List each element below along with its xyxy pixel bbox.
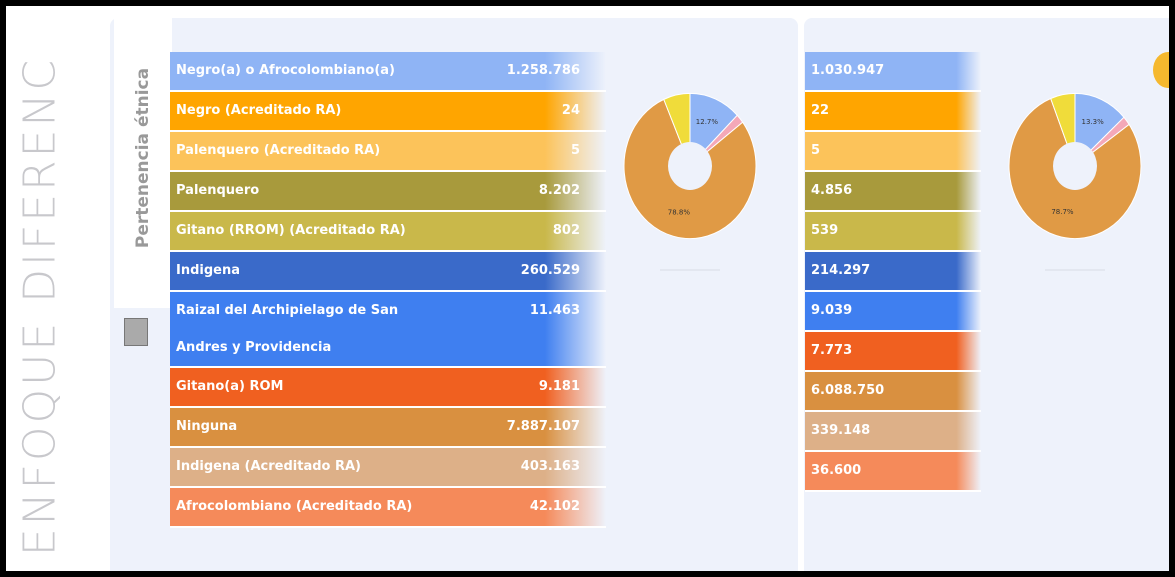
table-row: 1.030.947 xyxy=(805,52,981,92)
tab-icon xyxy=(124,318,148,346)
row-value: 8.202 xyxy=(538,183,580,198)
table-row: Raizal del Archipielago de San Andres y … xyxy=(170,292,606,368)
export-button[interactable] xyxy=(1153,52,1169,88)
table-row: 22 xyxy=(805,92,981,132)
row-value: 4.856 xyxy=(811,183,853,198)
row-label: Palenquero xyxy=(176,183,260,198)
slice-label: 13.3% xyxy=(1082,118,1105,126)
row-label: Negro(a) o Afrocolombiano(a) xyxy=(176,63,395,78)
table-row: 36.600 xyxy=(805,452,981,492)
table-row: Gitano (RROM) (Acreditado RA) 802 xyxy=(170,212,606,252)
table-row: Indigena 260.529 xyxy=(170,252,606,292)
table-row: 6.088.750 xyxy=(805,372,981,412)
row-label: Indigena (Acreditado RA) xyxy=(176,459,361,474)
row-label: Gitano (RROM) (Acreditado RA) xyxy=(176,223,406,238)
row-value: 260.529 xyxy=(520,263,580,278)
row-value: 5 xyxy=(570,143,580,158)
pies: 12.7% 78.8% 13.3% 78.7% xyxy=(623,92,1142,271)
table-row: 5 xyxy=(805,132,981,172)
row-value: 9.181 xyxy=(538,379,580,394)
row-value: 5 xyxy=(811,143,821,158)
table-row: Palenquero (Acreditado RA) 5 xyxy=(170,132,606,172)
row-value: 22 xyxy=(811,103,830,118)
table-row: Indigena (Acreditado RA) 403.163 xyxy=(170,448,606,488)
table-row: 4.856 xyxy=(805,172,981,212)
table-row: 539 xyxy=(805,212,981,252)
slice-label: 78.8% xyxy=(668,208,691,216)
slice-label: 78.7% xyxy=(1051,208,1074,216)
row-value: 802 xyxy=(552,223,580,238)
row-label: Negro (Acreditado RA) xyxy=(176,103,342,118)
row-label: Gitano(a) ROM xyxy=(176,379,284,394)
row-value: 339.148 xyxy=(811,423,871,438)
row-label: Palenquero (Acreditado RA) xyxy=(176,143,381,158)
row-label: Raizal del Archipielago de San Andres y … xyxy=(176,303,399,355)
table-row: 339.148 xyxy=(805,412,981,452)
row-value: 1.030.947 xyxy=(811,63,885,78)
tab: Pertenencia étnica xyxy=(114,18,172,308)
row-value: 1.258.786 xyxy=(506,63,580,78)
row-value: 7.887.107 xyxy=(506,419,580,434)
row-label: Ninguna xyxy=(176,419,238,434)
table-row: Afrocolombiano (Acreditado RA) 42.102 xyxy=(170,488,606,528)
pie-hole xyxy=(668,142,712,190)
table-row: Gitano(a) ROM 9.181 xyxy=(170,368,606,408)
table-row: 7.773 xyxy=(805,332,981,372)
table-row: Negro (Acreditado RA) 24 xyxy=(170,92,606,132)
row-value: 403.163 xyxy=(520,459,580,474)
row-value: 214.297 xyxy=(811,263,871,278)
table-row: Ninguna 7.887.107 xyxy=(170,408,606,448)
table-row: Negro(a) o Afrocolombiano(a) 1.258.786 xyxy=(170,52,606,92)
table-row: 214.297 xyxy=(805,252,981,292)
row-value: 9.039 xyxy=(811,303,853,318)
row-label: Afrocolombiano (Acreditado RA) xyxy=(176,499,413,514)
row-value: 7.773 xyxy=(811,343,853,358)
row-value: 6.088.750 xyxy=(811,383,885,398)
row-value: 539 xyxy=(811,223,839,238)
slice-label: 12.7% xyxy=(696,118,719,126)
row-value: 36.600 xyxy=(811,463,862,478)
table-row: 9.039 xyxy=(805,292,981,332)
pie-hole xyxy=(1053,142,1097,190)
table-row: Palenquero 8.202 xyxy=(170,172,606,212)
row-value: 42.102 xyxy=(529,499,580,514)
row-value: 11.463 xyxy=(529,303,580,318)
row-label: Indigena xyxy=(176,263,241,278)
row-value: 24 xyxy=(561,103,580,118)
